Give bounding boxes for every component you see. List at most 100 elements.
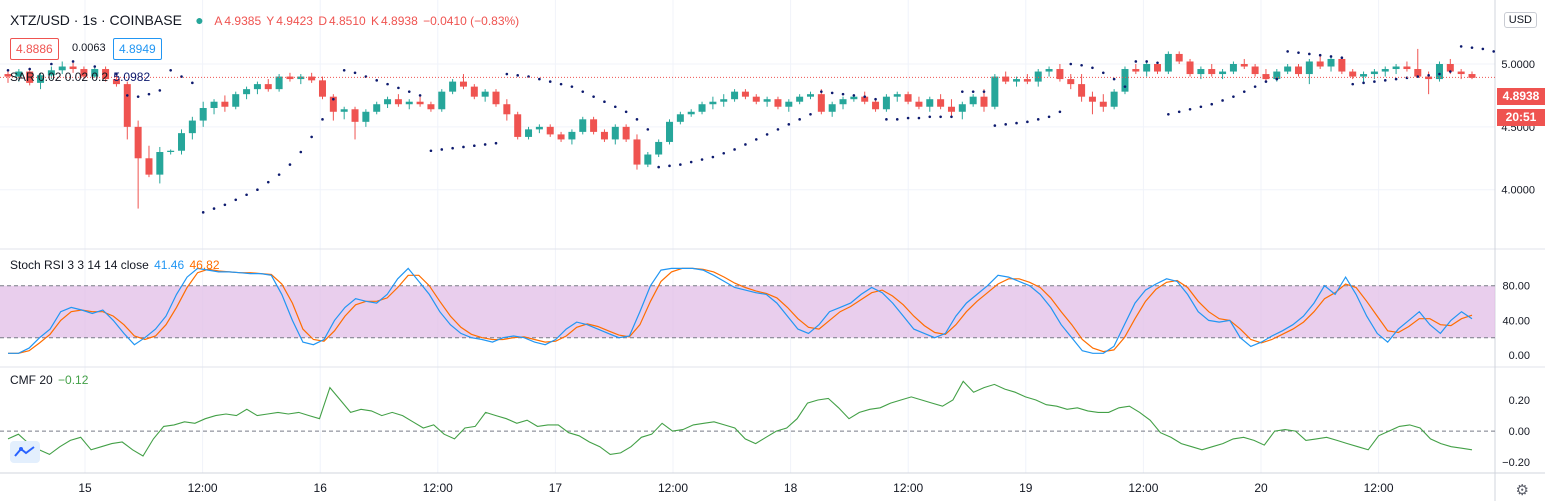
candle[interactable] xyxy=(1013,76,1021,87)
candle[interactable] xyxy=(817,89,825,115)
stoch-rsi-legend[interactable]: Stoch RSI 3 3 14 14 close 41.46 46.82 xyxy=(10,258,222,272)
candle[interactable] xyxy=(91,67,99,78)
candle[interactable] xyxy=(427,101,435,112)
candle[interactable] xyxy=(134,120,142,209)
candle[interactable] xyxy=(156,146,164,184)
candle[interactable] xyxy=(926,96,934,112)
candle[interactable] xyxy=(275,74,283,92)
gear-icon[interactable]: ⚙ xyxy=(1515,482,1529,499)
candle[interactable] xyxy=(557,131,565,142)
price-candles[interactable] xyxy=(4,48,1476,209)
candle[interactable] xyxy=(731,89,739,102)
candle[interactable] xyxy=(1067,74,1075,90)
candle[interactable] xyxy=(221,95,229,112)
symbol-title[interactable]: XTZ/USD · 1s · COINBASE xyxy=(10,12,182,28)
candle[interactable] xyxy=(676,111,684,125)
candle[interactable] xyxy=(362,109,370,127)
candle[interactable] xyxy=(1229,61,1237,75)
candle[interactable] xyxy=(947,99,955,117)
candle[interactable] xyxy=(969,94,977,107)
candle[interactable] xyxy=(763,96,771,107)
candle[interactable] xyxy=(1349,69,1357,80)
candle[interactable] xyxy=(937,94,945,110)
candle[interactable] xyxy=(58,61,66,75)
candle[interactable] xyxy=(69,62,77,73)
candle[interactable] xyxy=(394,94,402,107)
candle[interactable] xyxy=(904,91,912,105)
candle[interactable] xyxy=(785,99,793,112)
candle[interactable] xyxy=(1186,58,1194,77)
candle[interactable] xyxy=(416,96,424,107)
candle[interactable] xyxy=(546,124,554,137)
candle[interactable] xyxy=(1435,61,1443,82)
candle[interactable] xyxy=(1360,71,1368,82)
candle[interactable] xyxy=(622,124,630,142)
candle[interactable] xyxy=(709,96,717,110)
candle[interactable] xyxy=(503,99,511,121)
candle[interactable] xyxy=(633,134,641,170)
candle[interactable] xyxy=(655,139,663,158)
candle[interactable] xyxy=(1468,71,1476,80)
candle[interactable] xyxy=(1240,58,1248,70)
candle[interactable] xyxy=(26,67,34,86)
candle[interactable] xyxy=(1023,74,1031,85)
candle[interactable] xyxy=(308,72,316,83)
candle[interactable] xyxy=(514,111,522,140)
candle[interactable] xyxy=(340,106,348,120)
candle[interactable] xyxy=(37,72,45,90)
candle[interactable] xyxy=(796,94,804,105)
candle[interactable] xyxy=(1099,94,1107,112)
candle[interactable] xyxy=(828,101,836,117)
candle[interactable] xyxy=(1316,56,1324,70)
candle[interactable] xyxy=(1305,58,1313,85)
ask-button[interactable]: 4.8949 xyxy=(113,38,162,60)
candle[interactable] xyxy=(991,74,999,110)
candle[interactable] xyxy=(579,116,587,135)
candle[interactable] xyxy=(492,89,500,107)
candle[interactable] xyxy=(80,66,88,80)
cmf-lines[interactable] xyxy=(0,380,1495,457)
candle[interactable] xyxy=(882,94,890,112)
candle[interactable] xyxy=(199,101,207,127)
time-axis-ticks[interactable]: 15 12:00 16 12:00 17 12:00 18 12:00 19 12:00 20 12:… xyxy=(78,481,1394,495)
candle[interactable] xyxy=(590,116,598,135)
candle[interactable] xyxy=(1392,64,1400,75)
candle[interactable] xyxy=(405,99,413,110)
candle[interactable] xyxy=(1251,64,1259,77)
candle[interactable] xyxy=(145,145,153,178)
candle[interactable] xyxy=(1056,64,1064,82)
candle[interactable] xyxy=(318,76,326,100)
candle[interactable] xyxy=(687,109,695,117)
candle[interactable] xyxy=(1110,89,1118,110)
candle[interactable] xyxy=(915,96,923,110)
candle[interactable] xyxy=(1088,91,1096,115)
candle[interactable] xyxy=(666,119,674,145)
cmf-legend[interactable]: CMF 20 −0.12 xyxy=(10,373,90,387)
candle[interactable] xyxy=(178,129,186,155)
candle[interactable] xyxy=(893,91,901,102)
candle[interactable] xyxy=(1143,61,1151,77)
candle[interactable] xyxy=(1132,64,1140,75)
stoch-rsi-lines[interactable] xyxy=(8,267,1473,354)
candle[interactable] xyxy=(774,96,782,110)
bid-button[interactable]: 4.8886 xyxy=(10,38,59,60)
candle[interactable] xyxy=(384,96,392,108)
candle[interactable] xyxy=(102,66,110,82)
candle[interactable] xyxy=(481,89,489,102)
candle[interactable] xyxy=(568,129,576,145)
candle[interactable] xyxy=(1381,66,1389,77)
candle[interactable] xyxy=(15,69,23,82)
candle[interactable] xyxy=(167,149,175,155)
candle[interactable] xyxy=(286,72,294,82)
candle[interactable] xyxy=(1164,51,1172,75)
cmf-series-line[interactable] xyxy=(7,380,1473,457)
candle[interactable] xyxy=(839,96,847,110)
candle[interactable] xyxy=(264,79,272,92)
candle[interactable] xyxy=(1175,51,1183,64)
candle[interactable] xyxy=(253,81,261,95)
candle[interactable] xyxy=(232,91,240,110)
candle[interactable] xyxy=(449,79,457,95)
candle[interactable] xyxy=(210,99,218,115)
